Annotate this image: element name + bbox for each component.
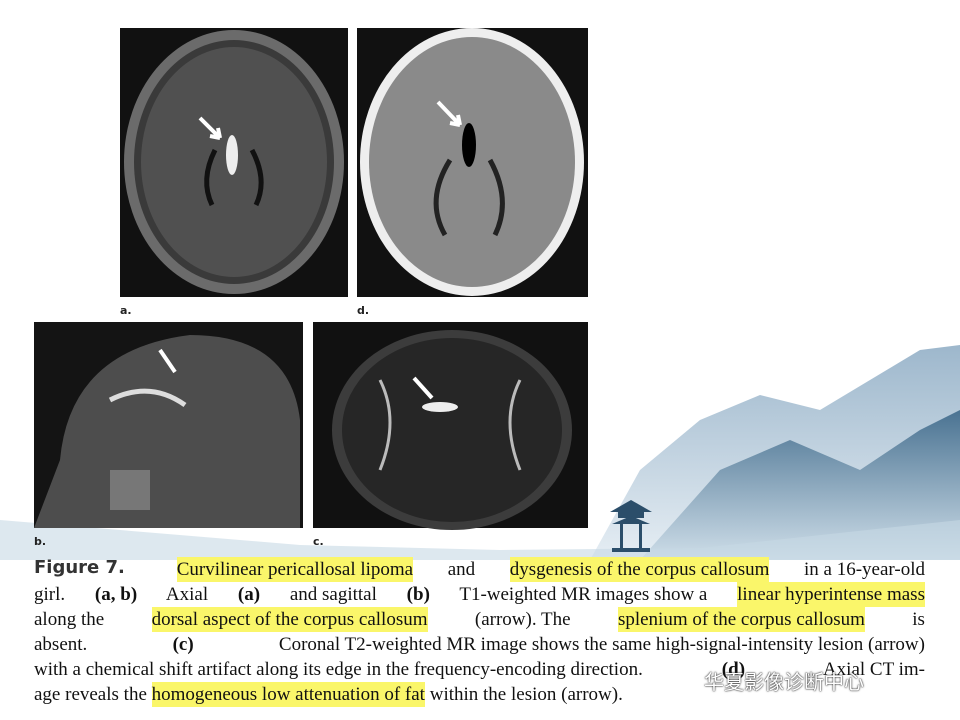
watermark: 华夏影像诊断中心 — [704, 670, 864, 694]
caption-text: girl. — [34, 584, 70, 605]
caption: Figure 7. Curvilinear pericallosal lipoma… — [34, 557, 925, 707]
caption-text: (a) — [237, 584, 261, 605]
caption-text: (b) — [406, 584, 430, 605]
caption-text: homogeneous low attenuation of fat — [151, 682, 425, 707]
caption-line: absent. (c) Coronal T2-weighted MR image… — [34, 632, 925, 657]
caption-text: in a 16-year-old — [799, 559, 925, 580]
caption-text: splenium of the corpus callosum — [617, 607, 865, 632]
caption-text: Figure 7. — [34, 557, 125, 578]
caption-text: linear hyperintense mass — [737, 582, 925, 607]
caption-text: (c) — [172, 634, 194, 655]
caption-text: T1-weighted MR images show a — [454, 584, 713, 605]
caption-text: age reveals the — [34, 684, 152, 705]
panel-label: a. — [120, 304, 132, 317]
caption-text: and — [442, 559, 480, 580]
mist — [0, 520, 960, 560]
mri-axial-t1 — [120, 28, 348, 297]
caption-text: Axial CT im- — [819, 659, 925, 680]
caption-text: Axial — [162, 584, 213, 605]
panel-label: c. — [313, 535, 324, 548]
caption-text: dysgenesis of the corpus callosum — [509, 557, 770, 582]
caption-text: and sagittal — [285, 584, 382, 605]
watermark-icon — [708, 669, 728, 689]
caption-text: Coronal T2-weighted MR image shows the s… — [274, 634, 925, 655]
caption-line: Figure 7. Curvilinear pericallosal lipoma… — [34, 557, 925, 582]
caption-text: within the lesion (arrow). — [424, 684, 623, 705]
caption-text: (d) — [721, 659, 746, 680]
mri-sagittal-t1 — [34, 322, 303, 528]
caption-line: girl. (a, b) Axial (a) and sagittal (b) … — [34, 582, 925, 607]
caption-line: with a chemical shift artifact along its… — [34, 657, 925, 682]
ct-axial — [357, 28, 588, 297]
pagoda — [610, 500, 652, 552]
caption-text: (arrow). The — [470, 609, 576, 630]
mountain — [640, 410, 960, 560]
caption-text: is — [907, 609, 925, 630]
caption-text: along the — [34, 609, 109, 630]
caption-line: age reveals the homogeneous low attenuat… — [34, 682, 925, 707]
mri-coronal-t2 — [313, 322, 588, 530]
caption-text: (a, b) — [94, 584, 138, 605]
panel-label: b. — [34, 535, 47, 548]
caption-text: with a chemical shift artifact along its… — [34, 659, 648, 680]
caption-line: along the dorsal aspect of the corpus ca… — [34, 607, 925, 632]
caption-text: Curvilinear pericallosal lipoma — [176, 557, 414, 582]
caption-text: absent. — [34, 634, 93, 655]
panel-label: d. — [357, 304, 370, 317]
caption-text: dorsal aspect of the corpus callosum — [151, 607, 428, 632]
